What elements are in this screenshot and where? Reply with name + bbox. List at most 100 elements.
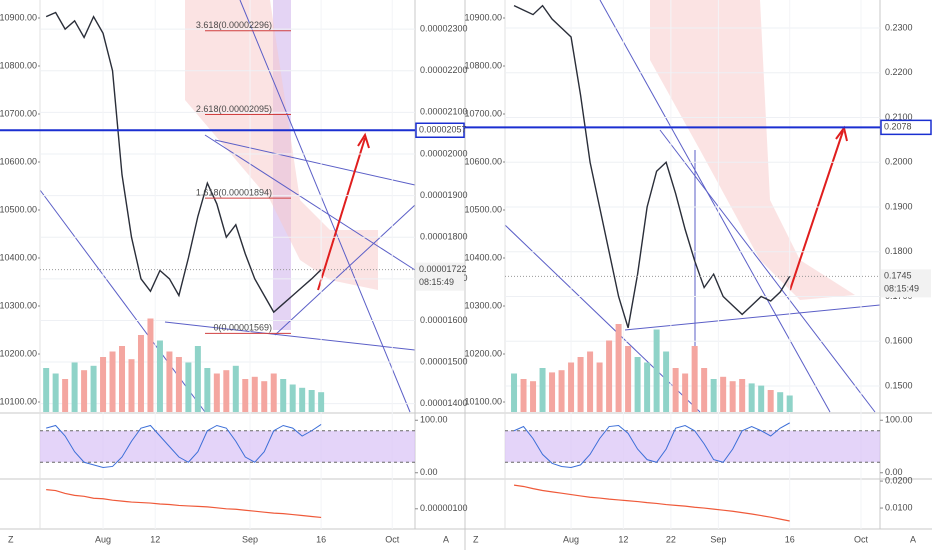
level-label: 0.2078	[884, 122, 912, 132]
volume-bar	[549, 372, 556, 412]
last-price-tag	[881, 269, 931, 298]
volume-bar	[166, 351, 173, 412]
volume-bar	[568, 362, 575, 412]
volume-bar	[185, 362, 192, 412]
volume-bar	[137, 335, 144, 412]
volume-bar	[663, 351, 670, 412]
volume-bar	[299, 387, 306, 412]
volume-bar	[625, 346, 632, 412]
volume-bar	[109, 351, 116, 412]
volume-bar	[308, 390, 315, 412]
volume-bar	[691, 346, 698, 412]
x-tick-label: Sep	[710, 534, 726, 544]
auto-button[interactable]: A	[910, 534, 916, 544]
volume-bar	[682, 373, 689, 412]
y-tick-label: 0.00002100	[420, 107, 468, 117]
volume-bar	[100, 357, 107, 412]
volume-bar	[729, 381, 736, 412]
auto-button[interactable]: A	[443, 534, 449, 544]
x-tick-label: Oct	[385, 534, 400, 544]
y-left-tick-label: 10700.00	[464, 108, 502, 118]
y-tick-label: 0.2200	[885, 67, 913, 77]
x-tick-label: Sep	[242, 534, 258, 544]
y-left-tick-label: 10100.00	[0, 396, 37, 406]
cloud	[650, 0, 855, 300]
y-left-tick-label: 10200.00	[0, 348, 37, 358]
y-left-tick-label: 10400.00	[464, 252, 502, 262]
y-left-tick-label: 10800.00	[0, 60, 37, 70]
y-left-tick-label: 10600.00	[0, 156, 37, 166]
volume-bar	[90, 365, 97, 412]
volume-bar	[644, 362, 651, 412]
volume-bar	[232, 365, 239, 412]
osc-line	[513, 484, 790, 522]
y-left-tick-label: 10900.00	[0, 12, 37, 22]
volume-bar	[577, 357, 584, 412]
volume-bar	[720, 376, 727, 412]
y-left-tick-label: 10700.00	[0, 108, 37, 118]
y-tick-label: 100.00	[420, 415, 448, 425]
volume-bar	[701, 368, 708, 412]
volume-bar	[128, 359, 135, 412]
osc-line	[46, 489, 322, 519]
x-tick-label: Oct	[854, 534, 869, 544]
y-tick-label: 0.00002000	[420, 148, 468, 158]
volume-bar	[587, 351, 594, 412]
y-tick-label: 0.1900	[885, 201, 913, 211]
y-tick-label: 0.00	[885, 467, 903, 477]
y-tick-label: 100.00	[885, 415, 913, 425]
y-left-tick-label: 10800.00	[464, 60, 502, 70]
volume-bar	[251, 376, 258, 412]
y-tick-label: 0.1600	[885, 336, 913, 346]
volume-bar	[242, 379, 249, 412]
volume-bar	[213, 373, 220, 412]
volume-bar	[289, 384, 296, 412]
volume-bar	[767, 390, 774, 412]
volume-bar	[261, 381, 268, 412]
volume-bar	[634, 357, 641, 412]
volume-bar	[786, 395, 793, 412]
y-tick-label: 0.00001800	[420, 232, 468, 242]
x-tick-label: Aug	[563, 534, 579, 544]
volume-bar	[520, 379, 527, 412]
fib-label: 3.618(0.00002296)	[196, 20, 272, 30]
y-tick-label: 0.0200	[885, 475, 913, 485]
y-tick-label: 0.00002300	[420, 24, 468, 34]
volume-bar	[156, 340, 163, 412]
y-left-tick-label: 10400.00	[0, 252, 37, 262]
level-tag	[415, 122, 465, 139]
level-label: 0.00002057	[419, 125, 467, 135]
y-tick-label: 0.2300	[885, 22, 913, 32]
volume-bar	[52, 373, 59, 412]
cloud	[185, 0, 378, 290]
stoch-band	[505, 430, 880, 463]
volume-bar	[175, 357, 182, 412]
volume-bar	[615, 324, 622, 412]
y-left-tick-label: 10500.00	[0, 204, 37, 214]
price-line	[513, 4, 791, 329]
stoch-line	[513, 422, 790, 469]
volume-bar	[71, 362, 78, 412]
fib-label: 0(0.00001569)	[213, 323, 272, 333]
volume-bar	[777, 392, 784, 412]
volume-bar	[81, 370, 88, 412]
y-left-tick-label: 10300.00	[464, 300, 502, 310]
volume-bar	[558, 370, 565, 412]
x-tick-label: 16	[785, 534, 795, 544]
volume-bar	[119, 346, 126, 412]
volume-bar	[758, 385, 765, 412]
volume-bar	[748, 383, 755, 412]
y-tick-label: 0.00001400	[420, 398, 468, 408]
zoom-button[interactable]: Z	[8, 534, 14, 544]
y-tick-label: 0.1800	[885, 246, 913, 256]
y-tick-label: 0.00001900	[420, 190, 468, 200]
volume-bar	[530, 381, 537, 412]
volume-bar	[672, 368, 679, 412]
volume-bar	[280, 379, 287, 412]
y-tick-label: 0.00001500	[420, 356, 468, 366]
volume-bar	[710, 379, 717, 412]
zoom-button[interactable]: Z	[473, 534, 479, 544]
y-tick-label: 0.00001600	[420, 315, 468, 325]
y-tick-label: 0.2100	[885, 112, 913, 122]
